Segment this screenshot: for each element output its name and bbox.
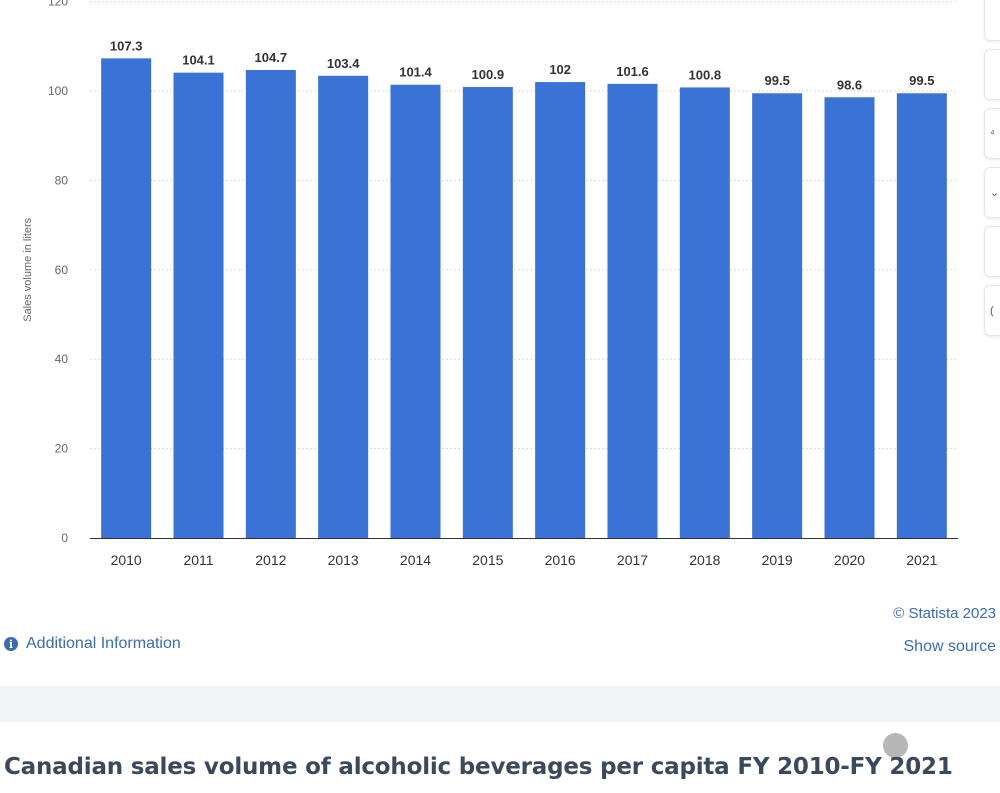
bar-2021[interactable] [896, 93, 947, 539]
x-tick-label-2015: 2015 [472, 552, 503, 568]
y-tick-label: 120 [48, 0, 68, 9]
x-tick-label-2018: 2018 [689, 552, 720, 568]
notification-icon[interactable] [984, 49, 1000, 100]
data-label-2015: 100.9 [472, 67, 505, 82]
bar-2015[interactable] [462, 86, 513, 539]
bar-chart: 0 20 40 60 80 100 120 Sales volume in liters 2… [22, 0, 958, 568]
data-label-2019: 99.5 [765, 73, 790, 88]
x-tick-label-2021: 2021 [906, 552, 937, 568]
x-axis-labels: 2010 2011 2012 2013 2014 2015 2016 2017 2018 2019… [111, 552, 938, 568]
data-label-2014: 101.4 [399, 65, 432, 80]
x-tick-label-2020: 2020 [834, 552, 865, 568]
x-tick-label-2013: 2013 [328, 552, 359, 568]
y-tick-label: 100 [48, 84, 68, 98]
data-label-2013: 103.4 [327, 56, 360, 71]
bar-2019[interactable] [752, 93, 803, 539]
y-tick-label: 60 [55, 263, 69, 277]
x-tick-label-2012: 2012 [255, 552, 286, 568]
data-label-2021: 99.5 [909, 73, 934, 88]
x-tick-label-2010: 2010 [111, 552, 142, 568]
x-tick-label-2014: 2014 [400, 552, 431, 568]
chart-toolbar: ⁴ ⌄ ( [984, 0, 1000, 336]
data-label-2017: 101.6 [616, 64, 649, 79]
y-axis-ticks: 0 20 40 60 80 100 120 [48, 0, 68, 545]
y-tick-label: 20 [55, 442, 69, 456]
additional-information-label: Additional Information [26, 635, 181, 652]
section-divider [0, 686, 1000, 722]
data-label-2011: 104.1 [182, 53, 215, 68]
x-tick-label-2017: 2017 [617, 552, 648, 568]
bookmark-icon[interactable] [984, 0, 1000, 41]
y-tick-label: 80 [55, 173, 69, 187]
x-tick-label-2019: 2019 [762, 552, 793, 568]
show-source-link[interactable]: Show source [903, 638, 997, 655]
chart-card: 0 20 40 60 80 100 120 Sales volume in liters 2… [4, 0, 1000, 655]
y-tick-label: 40 [55, 352, 69, 366]
statista-copyright[interactable]: © Statista 2023 [893, 605, 996, 622]
bar-2018[interactable] [679, 87, 730, 538]
data-label-2016: 102 [549, 62, 571, 77]
data-labels: 107.3 104.1 104.7 103.4 101.4 100.9 102 101.6 10… [110, 38, 935, 92]
quote-icon[interactable] [984, 226, 1000, 277]
additional-information-link[interactable]: i Additional Information [4, 635, 181, 653]
chart-settings-icon[interactable]: ⁴ [984, 108, 1000, 159]
gridlines [90, 1, 958, 450]
page-title: Canadian sales volume of alcoholic bever… [4, 754, 953, 780]
bar-2012[interactable] [245, 69, 296, 538]
info-circle-icon: i [4, 637, 18, 651]
bar-2010[interactable] [101, 58, 152, 539]
data-label-2010: 107.3 [110, 38, 143, 53]
y-tick-label: 0 [61, 531, 68, 545]
bar-2017[interactable] [607, 83, 658, 539]
x-tick-label-2011: 2011 [183, 552, 213, 568]
data-label-2020: 98.6 [837, 77, 862, 92]
bar-2016[interactable] [535, 82, 586, 538]
data-label-2012: 104.7 [255, 50, 288, 65]
y-axis-title: Sales volume in liters [22, 217, 34, 321]
info-icon[interactable]: ( [984, 285, 1000, 336]
bars [101, 58, 947, 539]
bar-2013[interactable] [318, 75, 369, 538]
bar-2011[interactable] [173, 72, 224, 538]
data-label-2018: 100.8 [689, 67, 722, 82]
dropdown-icon[interactable]: ⌄ [984, 167, 1000, 218]
x-tick-label-2016: 2016 [545, 552, 576, 568]
bar-2014[interactable] [390, 84, 441, 538]
bar-2020[interactable] [824, 97, 875, 539]
scroll-indicator[interactable] [883, 733, 908, 758]
